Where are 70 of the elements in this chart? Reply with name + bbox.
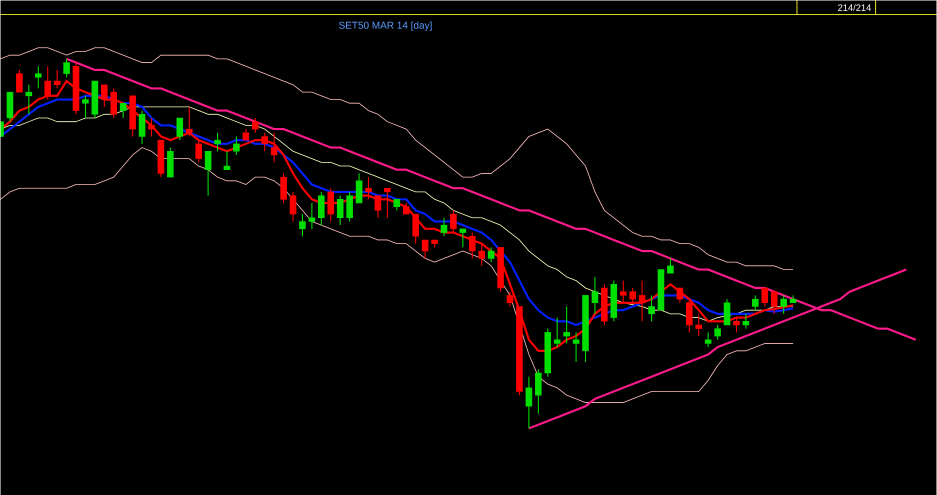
- candlestick: [186, 106, 193, 138]
- candlestick: [667, 258, 674, 274]
- candlestick: [478, 243, 486, 266]
- candlestick: [233, 136, 240, 156]
- candlestick: [563, 306, 570, 344]
- candlestick: [176, 117, 184, 141]
- candlestick: [620, 280, 627, 304]
- candlestick: [34, 66, 42, 89]
- candlestick: [214, 132, 221, 152]
- candlestick: [63, 58, 70, 78]
- candlestick: [204, 150, 212, 196]
- candlestick: [16, 69, 23, 93]
- candlestick: [308, 202, 316, 230]
- candlestick: [488, 246, 494, 263]
- candlestick: [120, 102, 126, 119]
- candlestick: [506, 291, 514, 308]
- candlestick: [695, 313, 702, 337]
- candlestick: [402, 202, 410, 215]
- candlestick: [374, 195, 382, 218]
- candlestick: [26, 84, 32, 115]
- candlestick: [356, 172, 362, 204]
- candlestick: [554, 317, 560, 348]
- candlestick: [714, 324, 721, 340]
- candlestick: [365, 176, 372, 200]
- candlestick: [82, 95, 89, 119]
- candlestick: [686, 298, 693, 333]
- candlestick: [299, 214, 306, 237]
- candlestick: [261, 132, 268, 152]
- candlestick: [752, 294, 759, 311]
- candlestick: [242, 128, 250, 141]
- candlestick: [110, 88, 118, 119]
- text: 214/214: [838, 4, 872, 11]
- candlestick: [318, 191, 325, 226]
- candlestick: [572, 332, 580, 362]
- candlestick: [384, 188, 391, 218]
- candlestick: [412, 214, 419, 244]
- candlestick: [290, 191, 296, 222]
- candlestick: [742, 313, 750, 330]
- candlestick: [704, 332, 712, 348]
- candlestick: [526, 376, 532, 429]
- candlestick: [195, 140, 202, 163]
- candlestick: [648, 294, 655, 322]
- candlestick: [394, 198, 400, 211]
- candlestick: [770, 291, 778, 314]
- candlestick: [450, 210, 457, 234]
- candlestick: [638, 280, 646, 322]
- candlestick: [346, 191, 353, 222]
- candlestick: [54, 69, 60, 89]
- candlestick: [101, 84, 108, 108]
- candlestick: [780, 294, 787, 314]
- candlestick: [224, 150, 230, 170]
- candlestick: [440, 217, 448, 237]
- candlestick: [761, 287, 768, 308]
- candlestick: [270, 132, 278, 163]
- candlestick: [592, 276, 598, 314]
- candlestick: [733, 317, 740, 333]
- candlestick: [148, 117, 155, 138]
- chart-title: SET50 MAR 14 [day]: [338, 21, 432, 31]
- candlestick: [422, 239, 428, 259]
- candlestick: [468, 232, 476, 259]
- candlestick: [629, 287, 636, 304]
- candlestick: [460, 228, 466, 248]
- candlestick: [252, 117, 259, 134]
- candlestick: [280, 172, 287, 204]
- candlestick: [138, 110, 146, 144]
- candlestick: [676, 287, 684, 304]
- candlestick: [336, 195, 344, 226]
- candlestick: [724, 298, 730, 326]
- candlestick: [535, 368, 542, 414]
- candlestick: [327, 188, 334, 222]
